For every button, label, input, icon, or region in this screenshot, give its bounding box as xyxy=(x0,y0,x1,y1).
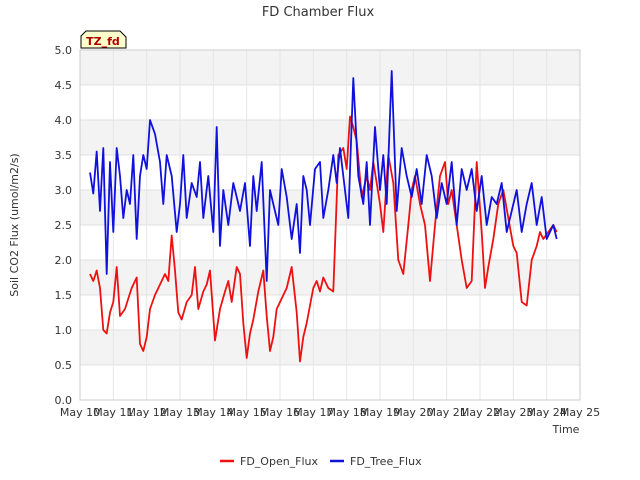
y-tick-label: 4.0 xyxy=(55,114,73,127)
x-tick-label: May 23 xyxy=(493,406,533,419)
legend-label-tree-flux: FD_Tree_Flux xyxy=(350,455,422,468)
badge-box xyxy=(80,30,127,49)
series-group xyxy=(89,70,558,363)
plot-band xyxy=(80,330,580,365)
x-tick-label: May 20 xyxy=(393,406,433,419)
y-tick-label: 5.0 xyxy=(55,44,73,57)
y-tick-labels: 0.0 0.5 1.0 1.5 2.0 2.5 3.0 3.5 4.0 4.5 5.0 xyxy=(55,44,73,407)
x-tick-label: May 18 xyxy=(327,406,367,419)
badge-label: TZ_fd xyxy=(86,35,120,48)
legend: FD_Open_Flux FD_Tree_Flux xyxy=(220,455,422,468)
x-tick-label: May 14 xyxy=(193,406,233,419)
y-tick-label: 2.0 xyxy=(55,254,73,267)
y-tick-label: 0.0 xyxy=(55,394,73,407)
x-tick-label: May 16 xyxy=(260,406,300,419)
x-axis-label: Time xyxy=(552,423,580,436)
y-tick-label: 1.5 xyxy=(55,289,73,302)
legend-label-open-flux: FD_Open_Flux xyxy=(240,455,319,468)
x-tick-label: May 15 xyxy=(227,406,267,419)
plot-band xyxy=(80,120,580,155)
y-tick-label: 2.5 xyxy=(55,219,73,232)
x-tick-label: May 11 xyxy=(93,406,133,419)
x-tick-label: May 24 xyxy=(527,406,567,419)
chart-title: FD Chamber Flux xyxy=(262,5,375,20)
plot-frame xyxy=(79,49,581,401)
y-tick-label: 3.5 xyxy=(55,149,73,162)
y-axis-label: Soil CO2 Flux (umol/m2/s) xyxy=(8,153,21,296)
plot-bands xyxy=(80,50,580,365)
x-tick-label: May 13 xyxy=(160,406,200,419)
x-tick-label: May 19 xyxy=(360,406,400,419)
series-line-tree-flux xyxy=(89,70,558,282)
y-tick-label: 3.0 xyxy=(55,184,73,197)
series-line-open-flux xyxy=(89,115,558,363)
x-tick-label: May 12 xyxy=(127,406,167,419)
x-tick-label: May 10 xyxy=(60,406,100,419)
x-tick-label: May 17 xyxy=(293,406,333,419)
x-tick-label: May 22 xyxy=(460,406,500,419)
y-tick-label: 4.5 xyxy=(55,79,73,92)
y-tick-label: 0.5 xyxy=(55,359,73,372)
x-tick-label: May 25 xyxy=(560,406,600,419)
x-tick-label: May 21 xyxy=(427,406,467,419)
plot-band xyxy=(80,50,580,85)
y-tick-label: 1.0 xyxy=(55,324,73,337)
site-badge: TZ_fd xyxy=(80,30,127,49)
